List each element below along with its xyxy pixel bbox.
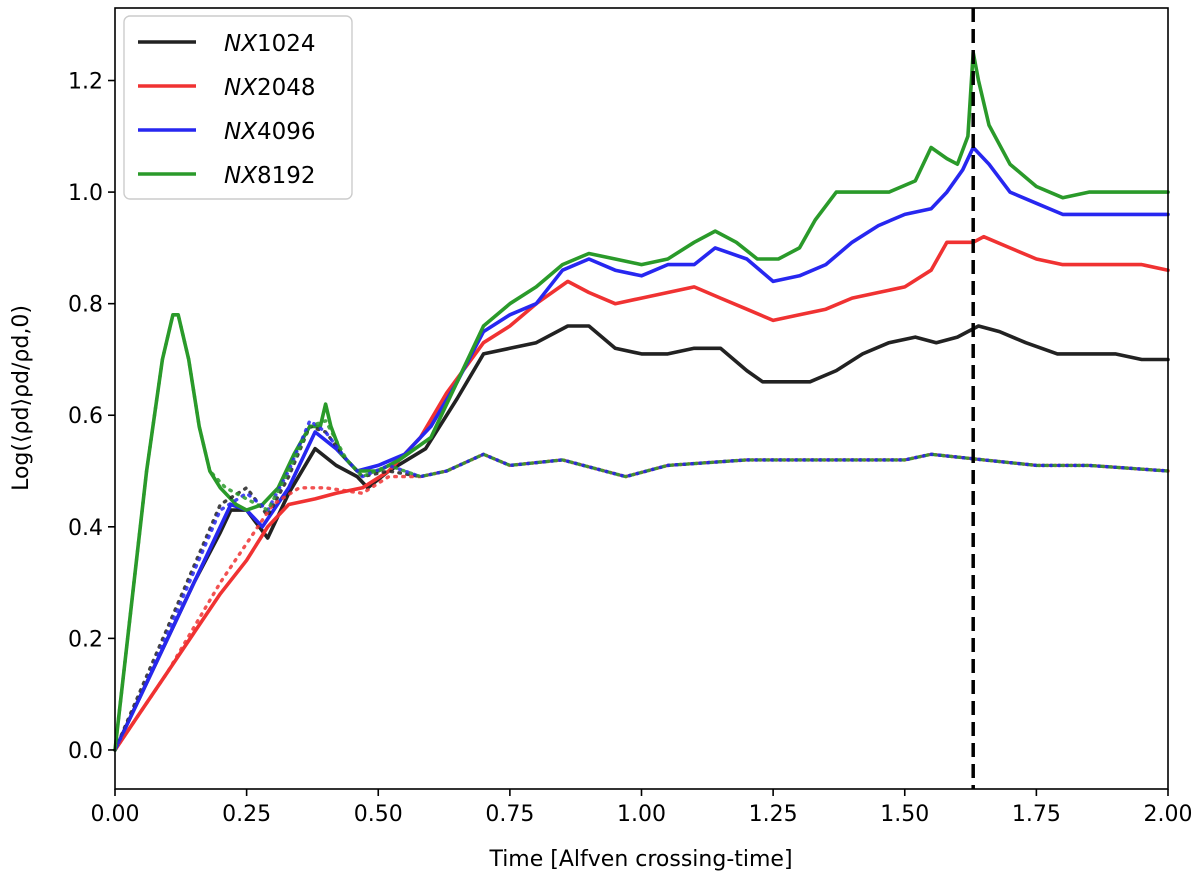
legend-label: NX2048 xyxy=(224,75,316,101)
series-line-nx8192 xyxy=(113,50,1170,752)
x-tick-label: 0.25 xyxy=(222,802,271,827)
y-tick-label: 0.0 xyxy=(68,739,103,764)
y-tick-label: 1.0 xyxy=(68,181,103,206)
legend: NX1024 NX2048 NX4096 NX8192 xyxy=(123,15,353,200)
y-tick-label: 0.4 xyxy=(68,516,103,541)
y-tick-label: 0.6 xyxy=(68,404,103,429)
series-line-nx1024 xyxy=(113,324,1170,752)
series-line-nx1024-dotted xyxy=(113,424,1170,752)
y-tick-label: 0.8 xyxy=(68,293,103,318)
x-tick-label: 0.00 xyxy=(91,802,140,827)
x-tick-label: 0.75 xyxy=(485,802,534,827)
x-tick-label: 1.00 xyxy=(617,802,666,827)
legend-box xyxy=(123,15,353,200)
x-tick-label: 1.25 xyxy=(749,802,798,827)
series-line-nx2048 xyxy=(113,234,1170,752)
x-axis-label: Time [Alfven crossing-time] xyxy=(488,847,792,872)
legend-label: NX4096 xyxy=(224,119,316,145)
series-line-nx4096 xyxy=(113,145,1170,752)
y-tick-label: 1.2 xyxy=(68,70,103,95)
x-axis-ticks: 0.00 0.25 0.50 0.75 1.00 1.25 1.50 1.75 2.00 xyxy=(91,789,1193,827)
x-tick-label: 0.50 xyxy=(354,802,403,827)
x-tick-label: 2.00 xyxy=(1144,802,1193,827)
x-tick-label: 1.50 xyxy=(880,802,929,827)
x-tick-label: 1.75 xyxy=(1012,802,1061,827)
y-axis-ticks: 0.0 0.2 0.4 0.6 0.8 1.0 1.2 xyxy=(68,70,115,764)
legend-label: NX1024 xyxy=(224,31,316,57)
legend-label: NX8192 xyxy=(224,163,316,189)
y-tick-label: 0.2 xyxy=(68,627,103,652)
series-line-nx4096-dotted xyxy=(113,419,1170,752)
series-group xyxy=(113,50,1170,752)
series-line-nx8192-dotted xyxy=(113,313,1170,752)
y-axis-label: Log(⟨ρd⟩ρd/ρd,0) xyxy=(9,305,34,491)
